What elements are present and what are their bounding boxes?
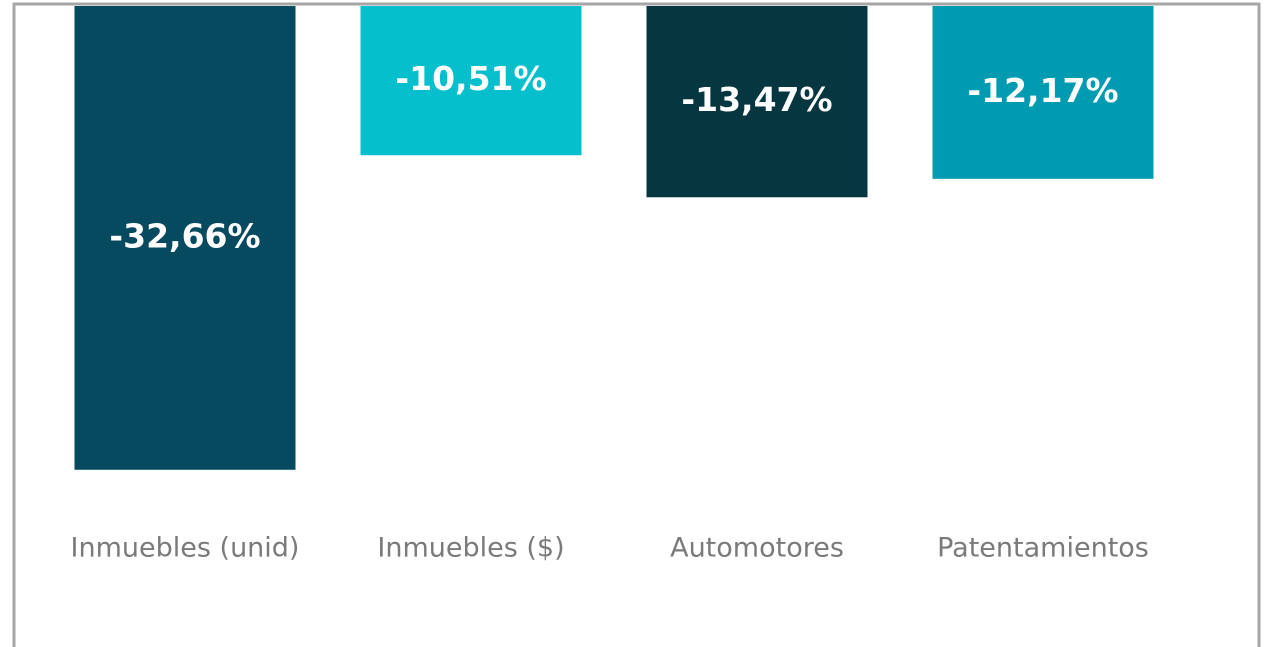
x-tick-label: Automotores bbox=[670, 533, 844, 564]
x-tick-label: Patentamientos bbox=[937, 533, 1149, 564]
frame bbox=[12, 2, 1261, 647]
bar bbox=[74, 6, 296, 470]
value-label: -12,17% bbox=[967, 71, 1118, 110]
bar bbox=[932, 6, 1154, 179]
bar bbox=[646, 6, 868, 198]
bar bbox=[360, 6, 582, 156]
value-label: -13,47% bbox=[681, 80, 832, 119]
value-label: -10,51% bbox=[395, 59, 546, 98]
x-tick-label: Inmuebles (unid) bbox=[71, 533, 300, 564]
value-label: -32,66% bbox=[109, 216, 260, 255]
x-tick-label: Inmuebles ($) bbox=[377, 533, 564, 564]
